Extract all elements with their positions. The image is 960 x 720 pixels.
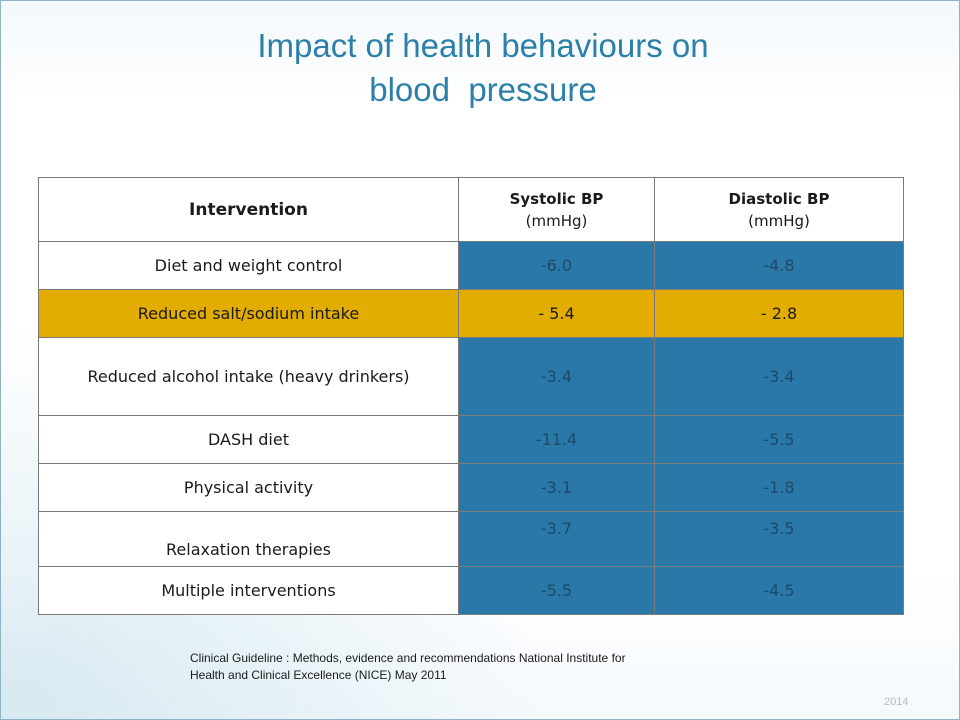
table-row: Diet and weight control -6.0 -4.8 bbox=[38, 241, 904, 290]
diastolic-cell: -1.8 bbox=[654, 463, 904, 512]
title-line-2: blood pressure bbox=[369, 71, 597, 108]
diastolic-cell: - 2.8 bbox=[654, 289, 904, 338]
table-row: Reduced alcohol intake (heavy drinkers) … bbox=[38, 337, 904, 416]
header-diastolic: Diastolic BP (mmHg) bbox=[654, 177, 904, 242]
citation: Clinical Guideline : Methods, evidence a… bbox=[190, 650, 626, 684]
diastolic-cell: -3.4 bbox=[654, 337, 904, 416]
diastolic-cell: -5.5 bbox=[654, 415, 904, 464]
intervention-cell: Physical activity bbox=[38, 463, 459, 512]
table-row: Multiple interventions -5.5 -4.5 bbox=[38, 566, 904, 615]
table-header-row: Intervention Systolic BP (mmHg) Diastoli… bbox=[38, 177, 904, 242]
systolic-cell: -5.5 bbox=[458, 566, 655, 615]
citation-line-1: Clinical Guideline : Methods, evidence a… bbox=[190, 651, 626, 665]
table-row-highlighted: Reduced salt/sodium intake - 5.4 - 2.8 bbox=[38, 289, 904, 338]
citation-line-2: Health and Clinical Excellence (NICE) Ma… bbox=[190, 668, 447, 682]
table-row: Relaxation therapies -3.7 -3.5 bbox=[38, 511, 904, 567]
systolic-cell: -3.4 bbox=[458, 337, 655, 416]
systolic-cell: -3.7 bbox=[458, 511, 655, 567]
intervention-cell: Reduced salt/sodium intake bbox=[38, 289, 459, 338]
bp-impact-table: Intervention Systolic BP (mmHg) Diastoli… bbox=[38, 177, 904, 615]
header-intervention: Intervention bbox=[38, 177, 459, 242]
slide-title: Impact of health behaviours on blood pre… bbox=[0, 24, 960, 112]
diastolic-cell: -4.8 bbox=[654, 241, 904, 290]
intervention-cell: Reduced alcohol intake (heavy drinkers) bbox=[38, 337, 459, 416]
diastolic-cell: -3.5 bbox=[654, 511, 904, 567]
table-row: Physical activity -3.1 -1.8 bbox=[38, 463, 904, 512]
header-diastolic-unit: (mmHg) bbox=[748, 211, 810, 230]
systolic-cell: -3.1 bbox=[458, 463, 655, 512]
header-systolic-label: Systolic BP bbox=[509, 189, 604, 208]
systolic-cell: - 5.4 bbox=[458, 289, 655, 338]
header-diastolic-label: Diastolic BP bbox=[728, 189, 830, 208]
footer-year-label: 2014 bbox=[884, 696, 909, 708]
intervention-cell: Diet and weight control bbox=[38, 241, 459, 290]
diastolic-cell: -4.5 bbox=[654, 566, 904, 615]
intervention-cell: Relaxation therapies bbox=[38, 511, 459, 567]
table-row: DASH diet -11.4 -5.5 bbox=[38, 415, 904, 464]
systolic-cell: -11.4 bbox=[458, 415, 655, 464]
intervention-cell: Multiple interventions bbox=[38, 566, 459, 615]
header-systolic-unit: (mmHg) bbox=[525, 211, 588, 230]
intervention-cell: DASH diet bbox=[38, 415, 459, 464]
systolic-cell: -6.0 bbox=[458, 241, 655, 290]
header-systolic: Systolic BP (mmHg) bbox=[458, 177, 655, 242]
title-line-1: Impact of health behaviours on bbox=[257, 27, 709, 64]
